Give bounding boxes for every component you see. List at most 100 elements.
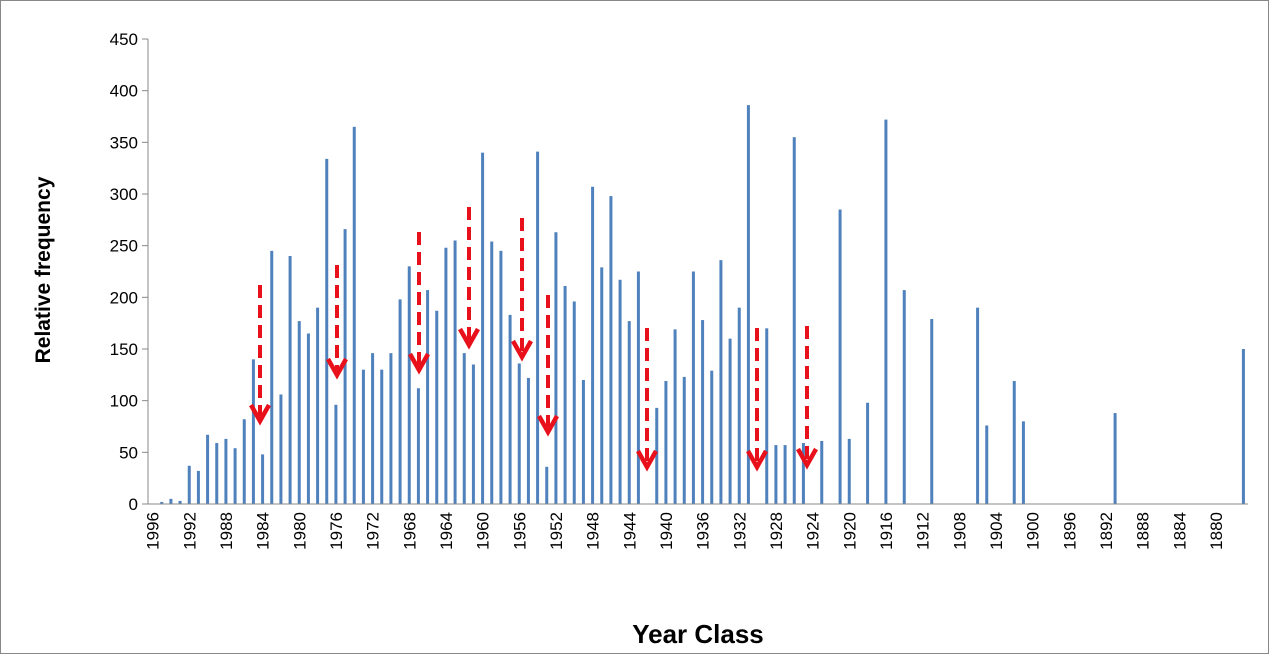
bar [316,307,320,504]
bar [206,434,210,504]
bar [490,241,494,505]
x-axis-title: Year Class [632,619,764,649]
bar [682,376,686,504]
bar [664,381,668,504]
bar [701,320,705,504]
bar [728,338,732,504]
x-tick-label: 1920 [840,512,859,550]
x-tick-label: 1904 [987,512,1006,550]
arrow [458,207,480,350]
y-tick-label: 200 [110,288,138,307]
arrow [511,218,533,362]
x-tick-label: 1952 [547,512,566,550]
bar [306,333,310,504]
x-tick-label: 1980 [290,512,309,550]
bar [371,353,375,504]
bar [581,380,585,504]
arrow [408,232,430,375]
x-tick-label: 1924 [804,512,823,550]
bar [398,299,402,504]
bar [838,209,842,504]
bar [985,425,989,504]
bar [655,407,659,504]
bar [1113,413,1117,504]
x-tick-label: 1972 [364,512,383,550]
bar [884,119,888,504]
bar [288,256,292,504]
bar [361,369,365,504]
bar [609,196,613,505]
arrow [249,285,271,426]
y-tick-label: 400 [110,82,138,101]
bar [453,240,457,504]
x-tick-label: 1916 [877,512,896,550]
bar [820,440,824,504]
x-tick-label: 1936 [694,512,713,550]
y-tick-label: 0 [129,495,138,514]
y-axis-title: Relative frequency [32,176,55,363]
bar [1241,349,1245,504]
bar [1012,381,1016,504]
x-tick-label: 1948 [584,512,603,550]
bar [242,419,246,504]
bar [178,500,182,504]
bar [279,394,283,504]
x-tick-label: 1996 [144,512,163,550]
x-tick-label: 1928 [767,512,786,550]
x-tick-label: 1900 [1024,512,1043,550]
y-tick-label: 150 [110,340,138,359]
y-tick-label: 250 [110,237,138,256]
bar [380,369,384,504]
bar [261,454,265,504]
x-tick-label: 1956 [510,512,529,550]
x-tick-label: 1892 [1097,512,1116,550]
x-tick-label: 1976 [327,512,346,550]
bar [976,307,980,504]
bar [1021,421,1025,504]
x-tick-label: 1988 [217,512,236,550]
bar [554,232,558,504]
arrow [746,328,768,472]
bar [481,152,485,504]
bar [719,260,723,504]
bar [866,402,870,504]
arrow [636,328,658,472]
bar [600,267,604,504]
x-tick-label: 1964 [437,512,456,550]
bar [215,443,219,504]
x-tick-label: 1984 [254,512,273,550]
bar [774,445,778,504]
bar [618,279,622,504]
bar [517,363,521,504]
bar [673,329,677,504]
bar [545,466,549,504]
x-tick-label: 1940 [657,512,676,550]
bar [471,364,475,504]
bar [196,470,200,504]
bar [691,271,695,504]
bar [499,250,503,504]
bar [792,137,796,504]
x-tick-label: 1888 [1134,512,1153,550]
x-tick-label: 1908 [950,512,969,550]
bar [572,301,576,504]
x-tick-label: 1884 [1170,512,1189,550]
bar [389,353,393,504]
bar [746,105,750,504]
x-tick-label: 1932 [730,512,749,550]
bar [801,443,805,504]
bar [508,314,512,504]
bar [160,501,164,504]
bar [902,290,906,504]
bar [710,370,714,504]
bar [526,377,530,504]
bar [765,328,769,504]
bar [435,310,439,504]
bar [233,448,237,504]
bar [930,319,934,504]
arrow [796,326,818,470]
bar [627,321,631,504]
bar [591,186,595,504]
y-tick-label: 300 [110,185,138,204]
